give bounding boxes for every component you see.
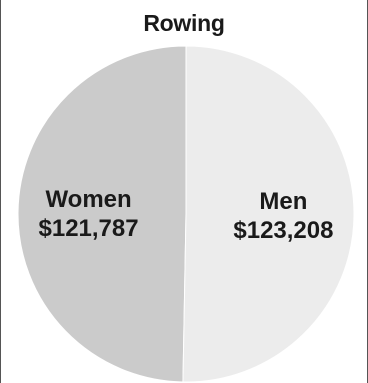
slice-label-women: Women: [45, 186, 131, 213]
slice-value-men: $123,208: [233, 217, 333, 244]
chart-title: Rowing: [143, 10, 225, 36]
pie-slice-women: [17, 45, 187, 383]
pie-slices: [17, 45, 355, 383]
pie-slice-men: [182, 45, 355, 383]
pie-labels: Women$121,787 Men$123,208: [39, 186, 334, 244]
slice-value-women: $121,787: [39, 215, 139, 242]
slice-label-men: Men: [259, 188, 307, 215]
